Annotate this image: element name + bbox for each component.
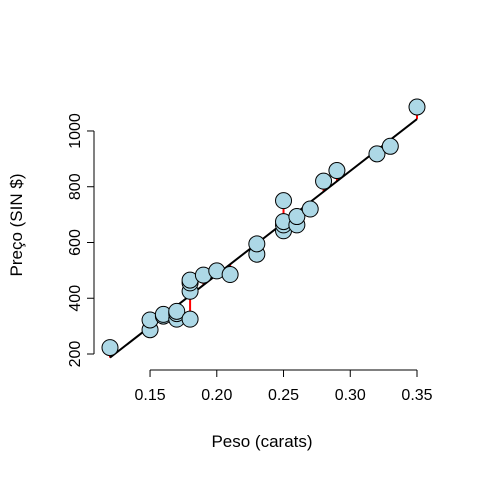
y-axis-title: Preço (SIN $)	[7, 174, 26, 277]
y-tick-label: 200	[67, 341, 84, 368]
data-point	[168, 302, 186, 320]
x-tick-label: 0.20	[201, 387, 232, 404]
data-point	[181, 310, 199, 328]
y-tick-label: 600	[67, 229, 84, 256]
data-point	[408, 98, 426, 116]
data-point	[101, 339, 119, 357]
x-axis-ticks: 0.15 0.20 0.25 0.30 0.35	[134, 370, 433, 404]
data-point	[248, 235, 266, 253]
data-point	[328, 162, 346, 180]
y-axis-ticks: 200 400 600 800 1000	[67, 113, 94, 367]
x-tick-label: 0.25	[268, 387, 299, 404]
data-points	[101, 98, 426, 357]
y-tick-label: 400	[67, 285, 84, 312]
data-point	[368, 145, 386, 163]
x-tick-label: 0.15	[134, 387, 165, 404]
y-tick-label: 1000	[67, 113, 84, 149]
data-point	[315, 172, 333, 190]
y-tick-label: 800	[67, 173, 84, 200]
data-point	[381, 137, 399, 155]
data-point	[288, 208, 306, 226]
x-axis-title: Peso (carats)	[211, 432, 312, 451]
data-point	[301, 200, 319, 218]
x-tick-label: 0.35	[401, 387, 432, 404]
data-point	[275, 192, 293, 210]
data-point	[221, 266, 239, 284]
x-tick-label: 0.30	[335, 387, 366, 404]
